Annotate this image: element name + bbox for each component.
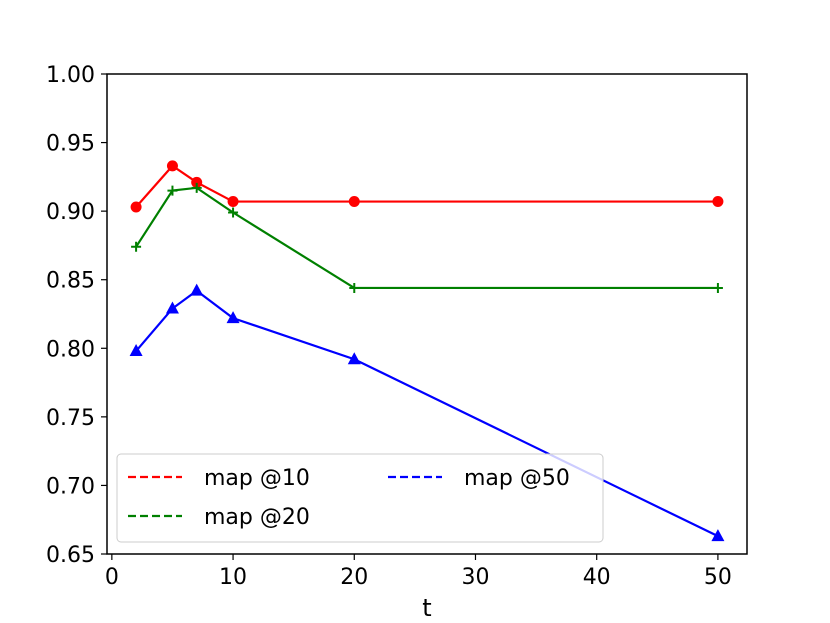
data-point [131,241,142,252]
data-point [228,207,239,218]
data-point [712,196,724,208]
x-tick-label: 10 [219,565,247,590]
x-tick-label: 0 [105,565,119,590]
y-tick-label: 0.85 [46,269,95,294]
x-tick-label: 40 [583,565,611,590]
series-3 [129,283,725,542]
data-point [190,283,204,296]
data-point [129,344,143,357]
data-point [348,196,360,208]
legend-label: map @20 [204,505,310,530]
legend: map @10 map @20 map @50 [116,453,604,543]
series-2 [131,182,723,293]
y-tick-label: 0.70 [46,474,95,499]
y-tick-label: 0.65 [46,543,95,568]
data-point [191,176,203,188]
legend-label: map @10 [204,466,310,491]
x-tick-label: 20 [340,565,368,590]
x-tick-label: 50 [704,565,732,590]
series-layer [129,160,725,542]
data-point [712,282,723,293]
data-point [130,201,142,213]
data-point [191,182,202,193]
y-tick-label: 0.95 [46,132,95,157]
data-point [347,352,361,365]
y-tick-label: 1.00 [46,63,95,88]
legend-box [116,453,604,543]
y-axis: 0.65 0.70 0.75 0.80 0.85 0.90 0.95 1.00 [46,63,107,568]
series-line [135,289,719,538]
y-tick-label: 0.80 [46,337,95,362]
data-point [711,529,725,542]
legend-label: map @50 [464,466,570,491]
x-axis: 0 10 20 30 40 50 [105,554,732,590]
series-line [135,186,718,290]
y-tick-label: 0.90 [46,200,95,225]
series-1 [130,160,724,213]
data-point [167,185,178,196]
x-axis-title: t [422,594,431,622]
series-line [135,164,718,208]
data-point [166,160,178,172]
data-point [226,311,240,324]
y-tick-label: 0.75 [46,406,95,431]
data-point [349,282,360,293]
data-point [165,301,179,314]
data-point [227,196,239,208]
x-tick-label: 30 [461,565,489,590]
plot-frame [106,73,748,555]
